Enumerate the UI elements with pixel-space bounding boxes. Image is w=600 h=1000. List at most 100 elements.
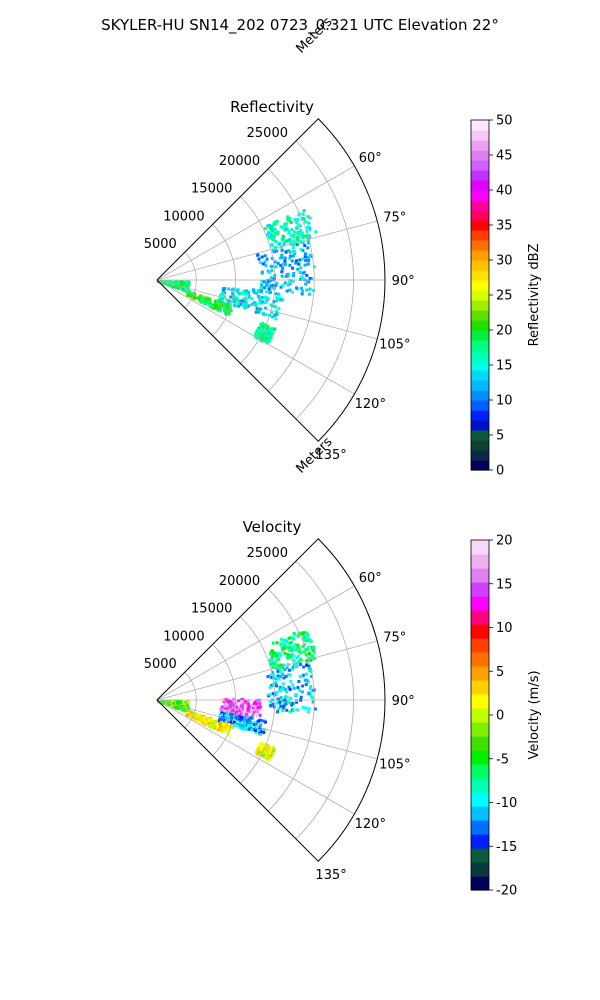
echo-gate [286, 272, 290, 276]
echo-gate [270, 224, 274, 228]
echo-gate [273, 227, 276, 231]
echo-gate [198, 294, 202, 298]
echo-gate [287, 646, 291, 649]
echo-gate [212, 303, 216, 307]
echo-gate [260, 295, 264, 299]
echo-gate [268, 700, 272, 704]
echo-gate [295, 656, 299, 659]
colorbar-tick-label: 10 [496, 394, 513, 409]
echo-gate [247, 717, 251, 721]
echo-gate [271, 702, 275, 706]
echo-gate [271, 662, 275, 665]
echo-gate [283, 687, 287, 691]
echo-gate [283, 651, 287, 655]
echo-gate [216, 308, 220, 312]
echo-gate [220, 713, 223, 717]
echo-gate [257, 326, 261, 330]
echo-gate [207, 724, 211, 728]
echo-gate [229, 705, 233, 708]
echo-gate [220, 304, 223, 307]
echo-gate [256, 706, 260, 709]
echo-gate [267, 231, 270, 235]
echo-gate [244, 289, 248, 293]
echo-gate [201, 299, 205, 303]
echo-gate [222, 306, 226, 310]
echo-gate [270, 752, 274, 756]
echo-gate [200, 719, 204, 723]
echo-gate [265, 283, 268, 287]
echo-gate [224, 714, 228, 718]
colorbar-swatch [471, 848, 489, 863]
echo-gate [295, 661, 299, 665]
echo-gate [182, 702, 186, 706]
echo-gate [269, 234, 273, 238]
echo-gate [218, 301, 222, 305]
echo-gate [282, 640, 285, 644]
azimuth-tick-label: 135° [315, 868, 346, 883]
echo-gate [221, 723, 225, 727]
echo-gate [305, 631, 309, 635]
echo-gate [284, 275, 288, 278]
echo-gate [291, 667, 294, 671]
echo-gate [269, 335, 273, 339]
echo-gate [266, 339, 270, 343]
echo-gate [262, 719, 266, 723]
echo-gate [309, 694, 313, 698]
echo-gate [267, 287, 271, 291]
colorbar-swatch [471, 380, 489, 391]
echo-gate [246, 727, 250, 731]
echo-gate [235, 290, 239, 294]
echo-gate [285, 690, 289, 694]
echo-gate [255, 291, 258, 295]
echo-gate [222, 712, 226, 716]
echo-gate [240, 717, 244, 721]
echo-gate [206, 297, 210, 301]
echo-gate [298, 650, 302, 654]
echo-gate [260, 271, 264, 275]
echo-gate [269, 663, 273, 667]
echo-gate [261, 312, 265, 316]
echo-gate [307, 707, 311, 711]
echo-gate [258, 301, 262, 305]
echo-gate [288, 288, 292, 292]
echo-gate [251, 288, 255, 292]
echo-gate [303, 244, 307, 247]
echo-gate [312, 265, 316, 269]
echo-gate [169, 280, 173, 284]
echo-gate [305, 635, 309, 639]
echo-gate [292, 243, 295, 246]
echo-gate [301, 632, 305, 636]
echo-gate [282, 676, 286, 680]
echo-gate [292, 645, 295, 649]
echo-gate [308, 692, 312, 695]
echo-gate [287, 229, 291, 233]
colorbar-label: Velocity (m/s) [527, 670, 542, 759]
echo-gate [284, 674, 288, 678]
echo-region [186, 290, 233, 316]
echo-gate [262, 749, 266, 752]
echo-gate [236, 288, 240, 292]
echo-gate [244, 720, 248, 724]
echo-gate [247, 303, 251, 307]
echo-gate [217, 305, 221, 309]
echo-gate [270, 683, 274, 687]
echo-gate [266, 675, 270, 679]
echo-gate [181, 708, 185, 712]
echo-gate [283, 281, 287, 285]
echo-gate [264, 313, 268, 317]
echo-gate [243, 306, 247, 310]
echo-gate [233, 298, 237, 302]
echo-gate [269, 236, 273, 240]
echo-gate [261, 744, 265, 748]
echo-gate [275, 310, 279, 313]
echo-gate [240, 698, 244, 701]
echo-gate [264, 306, 267, 310]
echo-gate [219, 724, 223, 728]
echo-gate [269, 303, 273, 307]
range-tick-label: 25000 [247, 546, 288, 561]
echo-gate [308, 276, 312, 280]
echo-gate [253, 726, 257, 730]
echo-gate [244, 303, 248, 307]
echo-gate [223, 723, 227, 727]
